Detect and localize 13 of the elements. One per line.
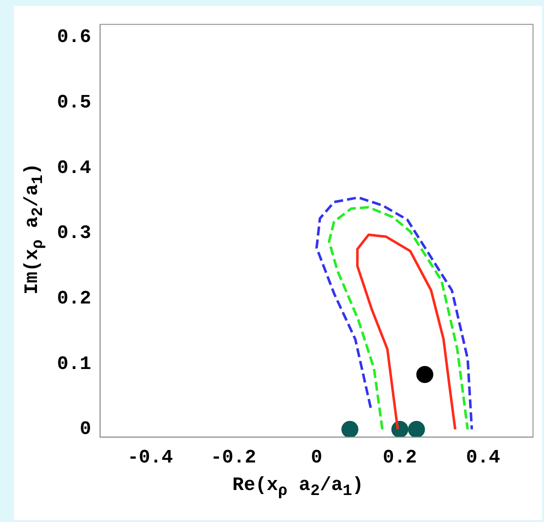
y-tick-label: 0: [80, 418, 92, 440]
y-tick-label: 0.4: [56, 156, 92, 179]
x-tick-label: -0.4: [127, 446, 173, 468]
x-tick-label: -0.2: [210, 446, 256, 468]
y-tick-label: 0.6: [56, 26, 92, 48]
x-tick-label: 0.2: [382, 446, 417, 468]
x-tick-label: 0: [310, 446, 322, 468]
x-axis-title: Re(x$_{ρ}$ a$_{2}$/a$_{1}$): [231, 474, 365, 500]
y-tick-label: 0.3: [56, 222, 92, 244]
y-tick-label: 0.2: [56, 288, 92, 310]
y-tick-label: 0.1: [56, 352, 92, 375]
x-tick-label: 0.4: [466, 446, 500, 468]
y-tick-label: 0.5: [56, 92, 92, 114]
